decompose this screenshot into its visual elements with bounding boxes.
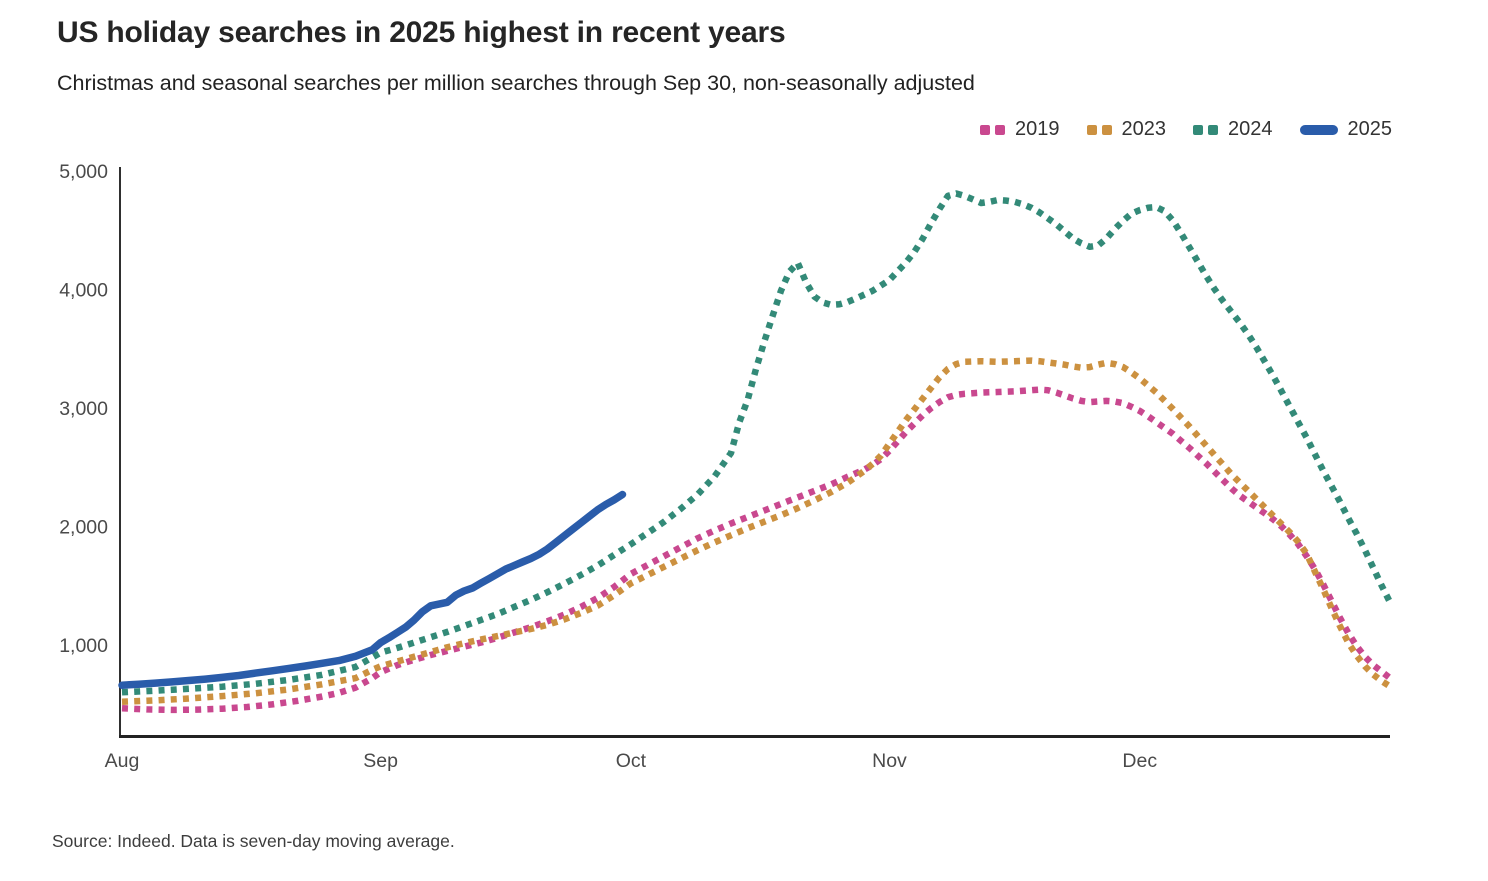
legend-dash (1101, 124, 1112, 135)
x-tick-label: Aug (105, 750, 140, 772)
source-note: Source: Indeed. Data is seven-day moving… (52, 831, 455, 851)
legend-label: 2025 (1347, 118, 1393, 140)
series-line-2023 (121, 357, 1392, 706)
y-tick-label: 4,000 (59, 279, 108, 301)
chart-title: US holiday searches in 2025 highest in r… (57, 16, 786, 49)
x-tick-label: Nov (872, 750, 907, 772)
legend-label: 2023 (1121, 118, 1167, 140)
legend-entry-2024: 2024 (1193, 118, 1273, 141)
y-tick-label: 2,000 (59, 516, 108, 538)
legend-solid-swatch (1299, 124, 1338, 135)
legend-dash (1086, 124, 1097, 135)
x-tick-label: Dec (1122, 750, 1157, 772)
legend-entry-2023: 2023 (1086, 118, 1167, 141)
legend-dashed-swatch (980, 124, 1005, 135)
legend-label: 2019 (1015, 118, 1060, 140)
series-line-2025 (118, 490, 627, 689)
legend-entry-2019: 2019 (980, 118, 1060, 141)
y-tick-label: 5,000 (59, 161, 108, 183)
y-tick-label: 3,000 (59, 398, 108, 420)
legend: 2019 2023 2024 2025 (980, 118, 1392, 141)
legend-label: 2024 (1228, 118, 1273, 140)
legend-entry-2025: 2025 (1299, 118, 1393, 141)
y-tick-label: 1,000 (59, 635, 108, 657)
legend-dash (1208, 124, 1218, 135)
series-line-2024 (121, 190, 1393, 696)
x-tick-label: Sep (363, 750, 398, 772)
chart-subtitle: Christmas and seasonal searches per mill… (57, 71, 975, 95)
legend-dashed-swatch (1086, 124, 1112, 135)
legend-dash (995, 124, 1005, 135)
legend-dashed-swatch (1193, 124, 1218, 135)
series-line-2019 (121, 386, 1393, 714)
legend-dash (1193, 124, 1203, 135)
x-tick-label: Oct (616, 750, 647, 772)
legend-dash (980, 124, 990, 135)
